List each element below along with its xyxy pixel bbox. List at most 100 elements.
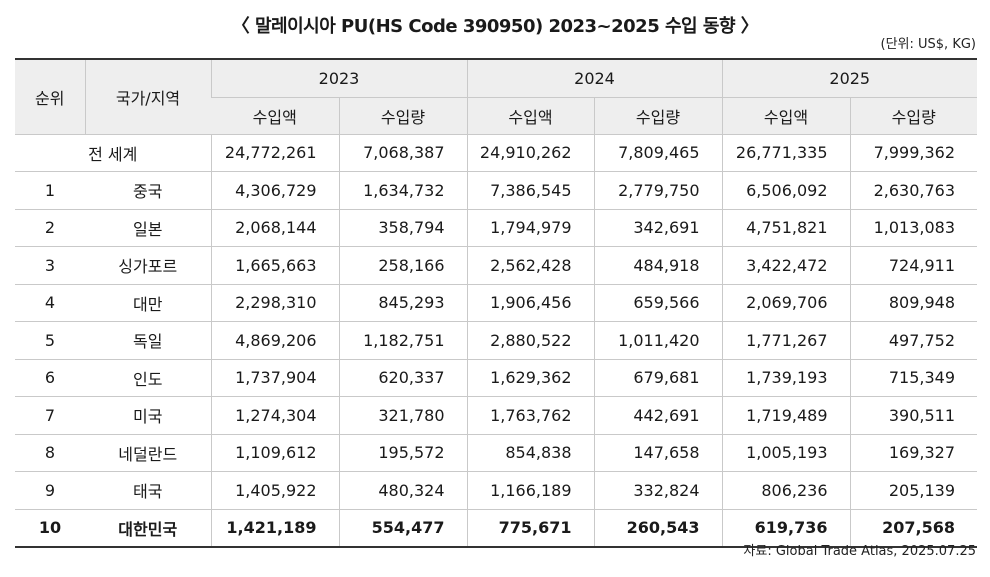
table-cell: 3,422,472 [721, 246, 850, 285]
table-cell: 2,298,310 [210, 284, 339, 322]
table-cell: 1,771,267 [721, 321, 850, 360]
table-body: 전 세계 24,772,261 7,068,387 24,910,262 7,8… [15, 134, 977, 548]
table-cell: 715,349 [849, 359, 977, 397]
country-cell: 인도 [85, 359, 211, 397]
table-cell: 809,948 [849, 284, 977, 322]
table-cell: 1,739,193 [721, 359, 850, 397]
table-cell: 7,809,465 [593, 134, 722, 172]
table-cell: 1,274,304 [210, 396, 339, 435]
table-cell: 1,629,362 [466, 359, 594, 397]
table-cell: 258,166 [338, 246, 467, 285]
rank-cell: 6 [15, 359, 85, 397]
table-cell: 2,562,428 [466, 246, 594, 285]
table-cell: 1,665,663 [210, 246, 339, 285]
country-cell: 태국 [85, 471, 211, 510]
table-cell: 358,794 [338, 209, 467, 247]
table-cell: 390,511 [849, 396, 977, 435]
table-cell: 321,780 [338, 396, 467, 435]
table-cell: 1,166,189 [466, 471, 594, 510]
table-row: 6 인도 1,737,904 620,337 1,629,362 679,681 1,739… [15, 359, 977, 397]
table-cell: 1,109,612 [210, 434, 339, 472]
table-cell: 620,337 [338, 359, 467, 397]
table-cell: 7,386,545 [466, 171, 594, 210]
rank-cell: 5 [15, 321, 85, 360]
table-cell: 169,327 [849, 434, 977, 472]
table-cell: 1,794,979 [466, 209, 594, 247]
header-year: 2023 [210, 58, 467, 98]
table-cell: 147,658 [593, 434, 722, 472]
header-year: 2024 [466, 58, 722, 98]
header-amount: 수입액 [466, 97, 594, 135]
table-cell: 6,506,092 [721, 171, 850, 210]
table-cell: 806,236 [721, 471, 850, 510]
table-cell: 1,906,456 [466, 284, 594, 322]
table-cell: 2,068,144 [210, 209, 339, 247]
table-title: 〈 말레이시아 PU(HS Code 390950) 2023~2025 수입 … [231, 16, 759, 37]
table-cell: 260,543 [593, 509, 722, 548]
rank-cell: 1 [15, 171, 85, 210]
table-cell: 4,751,821 [721, 209, 850, 247]
table-cell: 724,911 [849, 246, 977, 285]
country-cell: 싱가포르 [85, 246, 211, 285]
table-cell: 554,477 [338, 509, 467, 548]
header-amount: 수입액 [211, 97, 339, 135]
country-cell: 독일 [85, 321, 211, 360]
table-cell: 24,910,262 [466, 134, 594, 172]
table-cell: 497,752 [849, 321, 977, 360]
table-cell: 4,306,729 [210, 171, 339, 210]
table-cell: 845,293 [338, 284, 467, 322]
table-cell: 1,013,083 [849, 209, 977, 247]
table-cell: 679,681 [593, 359, 722, 397]
rank-cell: 4 [15, 284, 85, 322]
table-cell: 1,634,732 [338, 171, 467, 210]
table-cell: 659,566 [593, 284, 722, 322]
table-cell: 4,869,206 [210, 321, 339, 360]
table-cell: 1,737,904 [210, 359, 339, 397]
country-cell: 미국 [85, 396, 211, 435]
table-cell: 1,011,420 [593, 321, 722, 360]
header-amount: 수입액 [721, 97, 850, 135]
table-row: 1 중국 4,306,729 1,634,732 7,386,545 2,779,750 6… [15, 171, 977, 210]
table-row: 9 태국 1,405,922 480,324 1,166,189 332,824 806,2… [15, 471, 977, 510]
table-cell: 1,182,751 [338, 321, 467, 360]
header-volume: 수입량 [593, 97, 722, 135]
table-row: 7 미국 1,274,304 321,780 1,763,762 442,691 1,719… [15, 396, 977, 435]
header-country: 국가/지역 [84, 58, 211, 135]
country-cell: 대한민국 [85, 509, 211, 548]
table-row: 4 대만 2,298,310 845,293 1,906,456 659,566 2,069… [15, 284, 977, 322]
table-cell: 26,771,335 [721, 134, 850, 172]
country-cell: 네덜란드 [85, 434, 211, 472]
table-cell: 480,324 [338, 471, 467, 510]
world-row: 전 세계 24,772,261 7,068,387 24,910,262 7,8… [15, 134, 977, 172]
table-cell: 484,918 [593, 246, 722, 285]
table-row: 10 대한민국 1,421,189 554,477 775,671 260,543 619,… [15, 509, 977, 548]
header-year: 2025 [721, 58, 977, 98]
rank-cell: 3 [15, 246, 85, 285]
country-cell: 대만 [85, 284, 211, 322]
rank-cell: 7 [15, 396, 85, 435]
table-cell: 24,772,261 [210, 134, 339, 172]
table-cell: 619,736 [721, 509, 850, 548]
table-row: 3 싱가포르 1,665,663 258,166 2,562,428 484,918 3,4… [15, 246, 977, 285]
table-cell: 2,880,522 [466, 321, 594, 360]
rank-cell: 9 [15, 471, 85, 510]
source-note: 자료: Global Trade Atlas, 2025.07.25 [743, 544, 976, 559]
table-cell: 2,069,706 [721, 284, 850, 322]
table-cell: 195,572 [338, 434, 467, 472]
rank-cell: 10 [15, 509, 85, 548]
table-cell: 2,630,763 [849, 171, 977, 210]
table-row: 5 독일 4,869,206 1,182,751 2,880,522 1,011,420 1… [15, 321, 977, 360]
table-cell: 332,824 [593, 471, 722, 510]
table-row: 2 일본 2,068,144 358,794 1,794,979 342,691 4,751… [15, 209, 977, 247]
rank-cell: 8 [15, 434, 85, 472]
table-cell: 1,763,762 [466, 396, 594, 435]
table-cell: 854,838 [466, 434, 594, 472]
table-cell: 7,999,362 [849, 134, 977, 172]
table-cell: 207,568 [849, 509, 977, 548]
world-label: 전 세계 [15, 134, 211, 172]
header-volume: 수입량 [338, 97, 467, 135]
table-cell: 1,421,189 [210, 509, 339, 548]
table-cell: 7,068,387 [338, 134, 467, 172]
country-cell: 일본 [85, 209, 211, 247]
table-cell: 1,719,489 [721, 396, 850, 435]
